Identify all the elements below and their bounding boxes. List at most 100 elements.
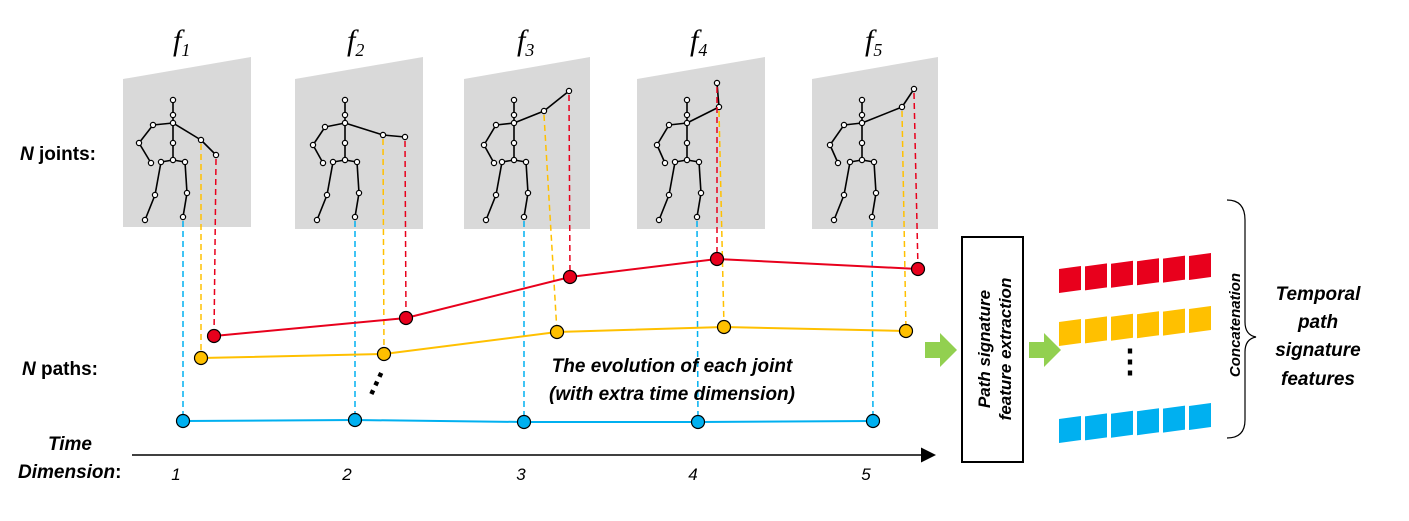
- skeleton-joint: [695, 158, 703, 166]
- path-yellow-node-5: [898, 323, 914, 339]
- skeleton-joint: [858, 119, 866, 127]
- frame-header-2: f2: [347, 24, 364, 60]
- skeleton-bone: [696, 192, 702, 218]
- skeleton-joint: [147, 159, 155, 167]
- skeleton-bone: [485, 194, 497, 221]
- skeleton-bone: [656, 144, 666, 164]
- skeleton-joint: [858, 96, 866, 104]
- skeleton-joint: [683, 119, 691, 127]
- skeleton-joint: [169, 156, 177, 164]
- skeleton-bone: [871, 192, 877, 218]
- skeleton-joint: [510, 96, 518, 104]
- skeleton-joint: [321, 123, 329, 131]
- skeleton-bone: [686, 106, 720, 124]
- skeleton-joint: [319, 159, 327, 167]
- evolution-annotation-line1: The evolution of each joint: [552, 356, 793, 377]
- frame-header-3: f3: [517, 24, 534, 60]
- path-blue-node-3: [516, 414, 532, 430]
- skeleton-joint: [492, 121, 500, 129]
- skeleton-joint: [313, 216, 321, 224]
- skeleton-joint: [169, 96, 177, 104]
- skeleton-bone: [873, 161, 877, 194]
- path-yellow-node-4: [716, 319, 732, 335]
- skeleton-joint: [834, 159, 842, 167]
- skeleton-joint: [870, 158, 878, 166]
- skeleton-joint: [212, 151, 220, 159]
- path-yellow-node-3: [549, 324, 565, 340]
- feature-block-red: [1111, 260, 1133, 288]
- time-axis-ticks: 1 2 3 4 5: [171, 465, 871, 484]
- path-red-node-5: [910, 261, 926, 277]
- skeleton-bone: [326, 161, 334, 196]
- feature-block-blue: [1059, 416, 1081, 443]
- feature-block-yellow: [1137, 311, 1159, 339]
- skeleton-joint: [141, 216, 149, 224]
- skeleton-joint: [157, 158, 165, 166]
- skeleton-joint: [826, 141, 834, 149]
- feature-ellipsis: ⋮: [1114, 343, 1146, 379]
- skeleton-joint: [490, 159, 498, 167]
- skeleton-joint: [353, 158, 361, 166]
- time-label-line1: Time: [48, 434, 92, 455]
- skeleton-bone: [184, 161, 188, 194]
- skeleton-joint: [697, 189, 705, 197]
- path-yellow-node-2: [376, 346, 392, 362]
- feature-block-red: [1085, 263, 1107, 291]
- feature-block-red: [1059, 266, 1081, 293]
- feature-box-label-line1: Path signature: [975, 290, 994, 408]
- skeleton-bone: [525, 161, 529, 194]
- feature-block-yellow: [1163, 308, 1185, 336]
- skeleton-joint: [693, 213, 701, 221]
- skeleton-joint: [846, 158, 854, 166]
- feature-block-yellow: [1085, 316, 1107, 344]
- green-arrow-1: [925, 333, 957, 367]
- feature-block-red: [1163, 255, 1185, 283]
- n-joints-label: N joints:: [20, 144, 96, 165]
- path-blue-node-1: [175, 413, 191, 429]
- path-blue-node-4: [690, 414, 706, 430]
- frame-panels: [123, 57, 938, 229]
- skeleton-joint: [830, 216, 838, 224]
- feature-block-red: [1189, 253, 1211, 280]
- skeleton-joint: [183, 189, 191, 197]
- skeleton-bone: [543, 90, 570, 112]
- skeleton-joint: [858, 139, 866, 147]
- feature-box-label-line2: feature extraction: [996, 278, 1015, 421]
- drop-line-yellow-3: [543, 114, 558, 333]
- skeleton-bone: [523, 192, 529, 218]
- skeleton-joint: [179, 213, 187, 221]
- output-label-line3: signature: [1275, 340, 1361, 361]
- skeleton-bone: [356, 161, 360, 194]
- skeleton-joint: [858, 111, 866, 119]
- skeleton-joint: [309, 141, 317, 149]
- skeleton-joint: [520, 213, 528, 221]
- feature-block-blue: [1163, 405, 1185, 433]
- frame-header-5: f5: [865, 24, 882, 60]
- skeleton-joint: [329, 158, 337, 166]
- skeleton-bone: [495, 161, 503, 196]
- time-tick-3: 3: [516, 465, 526, 484]
- skeleton-joint: [351, 213, 359, 221]
- frame-panel-1: [123, 57, 251, 227]
- drop-line-blue-4: [696, 220, 699, 423]
- skeleton-joint: [492, 191, 500, 199]
- skeleton-bone: [829, 124, 845, 146]
- skeleton-bone: [324, 122, 346, 128]
- feature-block-blue: [1085, 413, 1107, 441]
- skeleton-bone: [172, 122, 202, 141]
- time-tick-4: 4: [688, 465, 697, 484]
- path-yellow-node-1: [193, 350, 209, 366]
- output-label-line2: path: [1297, 312, 1338, 333]
- skeleton-bone: [354, 192, 360, 218]
- frame-header-4: f4: [690, 24, 707, 60]
- feature-block-blue: [1189, 403, 1211, 430]
- skeleton-joint: [510, 156, 518, 164]
- skeleton-bone: [658, 194, 670, 221]
- green-arrow-2: [1029, 333, 1061, 367]
- skeleton-bone: [312, 126, 326, 146]
- skeleton-joint: [683, 139, 691, 147]
- skeleton-bone: [154, 161, 162, 196]
- frame-headers: f1 f2 f3 f4 f5: [173, 24, 882, 60]
- skeleton-joint: [510, 139, 518, 147]
- n-paths-label: N paths:: [22, 359, 98, 380]
